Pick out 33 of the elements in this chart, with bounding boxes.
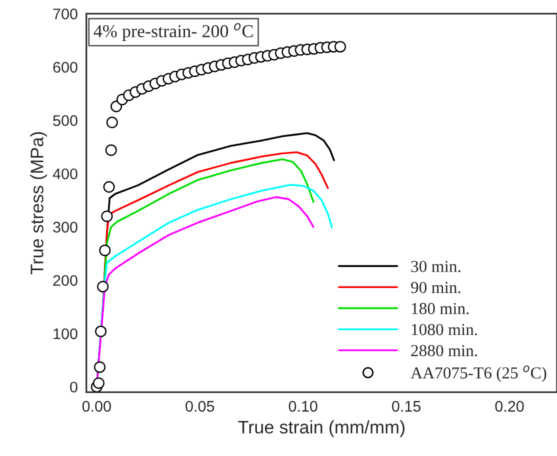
y-axis-title: True stress (MPa) <box>30 132 47 274</box>
point <box>92 377 104 389</box>
point <box>94 361 106 373</box>
x-tick-label: 0.00 <box>82 400 111 412</box>
point <box>105 144 117 156</box>
legend-label: 30 min. <box>411 260 460 272</box>
point <box>334 40 346 53</box>
point <box>103 181 115 193</box>
y-tick-label: 0 <box>70 382 78 393</box>
point <box>110 100 122 112</box>
y-tick-label: 400 <box>52 168 78 180</box>
x-tick-label: 0.05 <box>186 400 214 412</box>
point <box>97 280 109 292</box>
x-tick-label: 0.15 <box>392 400 421 412</box>
y-tick-label: 200 <box>53 275 78 286</box>
legend-label: 1080 min. <box>412 324 477 336</box>
y-tick-label: 700 <box>53 8 78 20</box>
text: 4% pre-strain- 200 $^{o}$C <box>94 23 253 41</box>
x-tick-label: 0.20 <box>495 400 524 412</box>
point <box>106 116 118 128</box>
y-tick-label: 600 <box>53 62 78 73</box>
y-tick-label: 100 <box>54 328 78 340</box>
legend-label: 90 min. <box>411 282 460 294</box>
point <box>101 210 113 222</box>
legend-label: 2880 min. <box>411 345 477 356</box>
x-axis-title: True strain (mm/mm) <box>238 420 404 438</box>
x-tick-label: 0.10 <box>288 400 318 412</box>
legend-label: 180 min. <box>412 302 469 314</box>
y-tick-label: 500 <box>53 115 78 126</box>
legend-label: AA7075-T6 (25 $^{o}$C) <box>410 365 546 382</box>
y-tick-label: 300 <box>53 222 78 233</box>
point <box>99 244 111 256</box>
point <box>95 326 107 338</box>
